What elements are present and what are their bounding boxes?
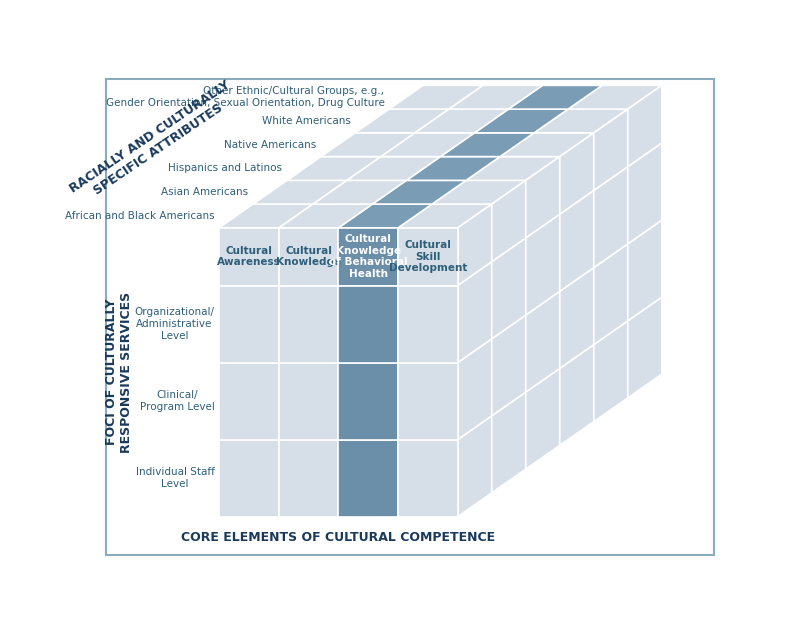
Polygon shape [458,204,492,286]
Polygon shape [219,204,313,228]
Polygon shape [568,85,662,109]
Polygon shape [449,85,542,109]
Polygon shape [278,440,338,517]
Text: Organizational/
Administrative
Level: Organizational/ Administrative Level [134,308,214,340]
Polygon shape [355,109,449,133]
Polygon shape [321,133,414,156]
Polygon shape [466,156,560,180]
Polygon shape [338,362,398,440]
Polygon shape [432,180,526,204]
Polygon shape [526,214,560,315]
Polygon shape [219,362,278,440]
Text: White Americans: White Americans [262,116,350,126]
Polygon shape [560,191,594,291]
Polygon shape [628,220,662,321]
Polygon shape [560,133,594,214]
Text: African and Black Americans: African and Black Americans [65,211,214,221]
Polygon shape [338,228,398,286]
Polygon shape [278,286,338,362]
Polygon shape [278,228,338,286]
Polygon shape [338,204,432,228]
Text: FOCI OF CULTURALLY
RESPONSIVE SERVICES: FOCI OF CULTURALLY RESPONSIVE SERVICES [105,291,133,453]
Polygon shape [492,180,526,262]
Polygon shape [458,339,492,440]
Text: RACIALLY AND CULTURALLY
SPECIFIC ATTRIBUTES: RACIALLY AND CULTURALLY SPECIFIC ATTRIBU… [68,78,241,208]
Text: Individual Staff
Level: Individual Staff Level [135,467,214,489]
Polygon shape [560,268,594,369]
Polygon shape [381,133,474,156]
Text: Hispanics and Latinos: Hispanics and Latinos [169,163,282,173]
Polygon shape [594,109,628,191]
Polygon shape [594,244,628,345]
Text: Cultural
Knowledge: Cultural Knowledge [276,246,341,268]
Polygon shape [628,297,662,398]
Polygon shape [441,133,534,156]
Polygon shape [414,109,509,133]
Polygon shape [534,109,628,133]
Polygon shape [398,286,458,362]
Polygon shape [594,321,628,421]
Text: Other Ethnic/Cultural Groups, e.g.,
Gender Orientation, Sexual Orientation, Drug: Other Ethnic/Cultural Groups, e.g., Gend… [106,87,385,108]
Polygon shape [278,204,372,228]
Polygon shape [628,85,662,167]
Polygon shape [594,167,628,268]
Polygon shape [389,85,482,109]
Polygon shape [219,228,278,286]
Polygon shape [509,85,602,109]
Text: Cultural
Knowledge
of Behavioral
Health: Cultural Knowledge of Behavioral Health [329,234,407,279]
Text: Asian Americans: Asian Americans [162,187,249,197]
Polygon shape [338,286,398,362]
Polygon shape [338,440,398,517]
Polygon shape [398,228,458,286]
Polygon shape [526,369,560,469]
Polygon shape [219,286,278,362]
Polygon shape [313,180,406,204]
FancyBboxPatch shape [106,79,714,555]
Polygon shape [492,315,526,416]
Polygon shape [560,345,594,445]
Polygon shape [492,392,526,493]
Polygon shape [474,109,568,133]
Polygon shape [628,143,662,244]
Polygon shape [526,156,560,238]
Polygon shape [253,180,346,204]
Polygon shape [458,262,492,362]
Polygon shape [406,156,500,180]
Text: Native Americans: Native Americans [224,139,317,149]
Polygon shape [398,362,458,440]
Text: Clinical/
Program Level: Clinical/ Program Level [139,390,214,412]
Polygon shape [346,156,441,180]
Polygon shape [278,362,338,440]
Polygon shape [526,291,560,392]
Text: Cultural
Skill
Development: Cultural Skill Development [389,240,467,273]
Polygon shape [500,133,594,156]
Polygon shape [492,238,526,339]
Polygon shape [458,416,492,517]
Polygon shape [287,156,381,180]
Text: Cultural
Awareness: Cultural Awareness [217,246,281,268]
Polygon shape [372,180,466,204]
Text: CORE ELEMENTS OF CULTURAL COMPETENCE: CORE ELEMENTS OF CULTURAL COMPETENCE [182,531,495,543]
Polygon shape [219,440,278,517]
Polygon shape [398,204,492,228]
Polygon shape [398,440,458,517]
